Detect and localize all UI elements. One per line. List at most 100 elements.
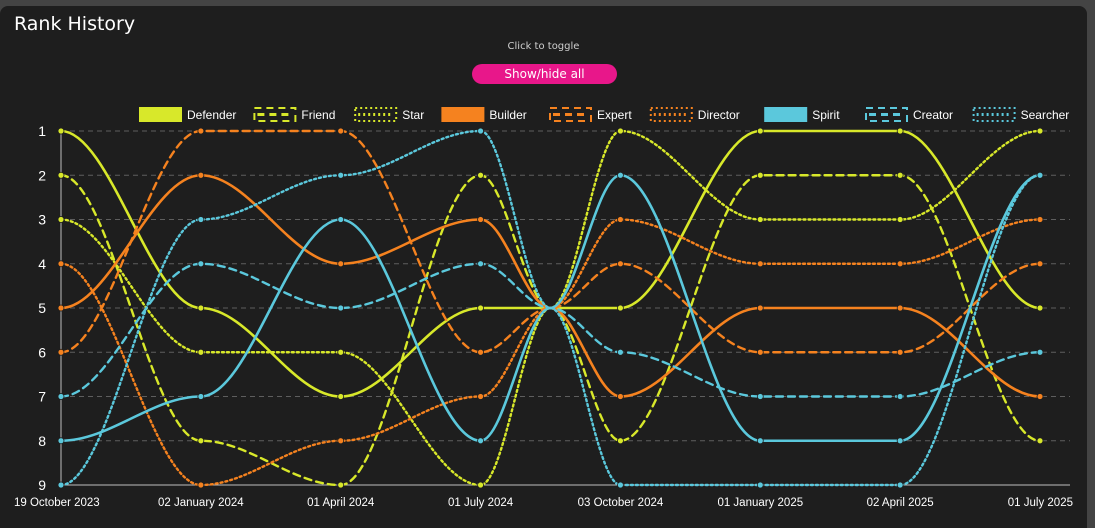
data-point-spirit[interactable] <box>896 437 904 445</box>
y-tick-label: 6 <box>38 344 46 360</box>
data-point-spirit[interactable] <box>477 437 484 445</box>
data-point-defender[interactable] <box>197 304 205 312</box>
data-point-expert[interactable] <box>337 127 345 135</box>
data-point-searcher[interactable] <box>617 481 624 489</box>
legend-label: Defender <box>187 108 236 122</box>
legend-swatch <box>139 107 182 122</box>
data-point-creator[interactable] <box>1036 348 1044 356</box>
data-point-builder[interactable] <box>896 304 904 312</box>
data-point-creator[interactable] <box>756 393 764 400</box>
data-point-expert[interactable] <box>617 260 624 268</box>
legend-item-builder[interactable]: Builder <box>441 107 527 122</box>
data-point-builder[interactable] <box>477 216 484 223</box>
y-tick-label: 5 <box>38 300 46 316</box>
data-point-friend[interactable] <box>337 481 345 489</box>
legend-swatch <box>253 107 297 122</box>
show-hide-all-button[interactable]: Show/hide all <box>472 64 617 84</box>
x-tick-label: 01 July 2025 <box>1008 497 1073 509</box>
data-point-spirit[interactable] <box>57 437 65 445</box>
data-point-defender[interactable] <box>756 127 764 135</box>
data-point-builder[interactable] <box>197 171 205 179</box>
data-point-builder[interactable] <box>57 304 65 312</box>
data-point-spirit[interactable] <box>337 216 345 223</box>
legend-item-friend[interactable]: Friend <box>253 107 335 122</box>
data-point-builder[interactable] <box>1036 393 1044 400</box>
data-point-star[interactable] <box>1036 127 1044 135</box>
data-point-defender[interactable] <box>617 304 624 312</box>
data-point-defender[interactable] <box>337 393 345 400</box>
data-point-creator[interactable] <box>337 304 345 312</box>
data-point-friend[interactable] <box>1036 437 1044 445</box>
series-line-creator[interactable] <box>59 262 1042 398</box>
data-point-spirit[interactable] <box>756 437 764 445</box>
data-point-director[interactable] <box>57 260 65 268</box>
data-point-creator[interactable] <box>477 260 484 268</box>
data-point-star[interactable] <box>197 348 205 356</box>
data-point-star[interactable] <box>896 216 904 223</box>
legend-item-expert[interactable]: Expert <box>549 107 632 122</box>
data-point-searcher[interactable] <box>197 216 205 223</box>
data-point-friend[interactable] <box>57 171 65 179</box>
legend-swatch <box>354 107 398 122</box>
data-point-star[interactable] <box>617 127 624 135</box>
data-point-defender[interactable] <box>57 127 65 135</box>
data-point-director[interactable] <box>197 481 205 489</box>
data-point-searcher[interactable] <box>337 171 345 179</box>
y-tick-label: 1 <box>38 123 46 139</box>
data-point-director[interactable] <box>617 216 624 223</box>
legend-item-searcher[interactable]: Searcher <box>972 107 1070 122</box>
data-point-friend[interactable] <box>477 171 484 179</box>
data-point-defender[interactable] <box>1036 304 1044 312</box>
series-lines <box>59 129 1042 487</box>
data-point-star[interactable] <box>57 216 65 223</box>
series-line-expert[interactable] <box>59 129 1042 354</box>
data-point-builder[interactable] <box>756 304 764 312</box>
data-point-defender[interactable] <box>477 304 484 312</box>
data-point-director[interactable] <box>1036 216 1044 223</box>
data-point-expert[interactable] <box>477 348 484 356</box>
data-point-creator[interactable] <box>896 393 904 400</box>
data-point-defender[interactable] <box>896 127 904 135</box>
data-point-star[interactable] <box>337 348 345 356</box>
data-point-friend[interactable] <box>197 437 205 445</box>
data-point-spirit[interactable] <box>197 393 205 400</box>
data-point-searcher[interactable] <box>57 481 65 489</box>
legend-item-director[interactable]: Director <box>649 107 740 122</box>
data-point-builder[interactable] <box>337 260 345 268</box>
data-point-spirit[interactable] <box>617 171 624 179</box>
data-point-expert[interactable] <box>1036 260 1044 268</box>
legend-label: Friend <box>301 108 335 122</box>
series-line-builder[interactable] <box>59 173 1042 398</box>
data-point-builder[interactable] <box>617 393 624 400</box>
y-tick-label: 7 <box>38 389 46 405</box>
data-point-director[interactable] <box>477 393 484 400</box>
series-line-friend[interactable] <box>59 174 1042 487</box>
data-point-star[interactable] <box>477 481 484 489</box>
data-point-searcher[interactable] <box>896 481 904 489</box>
series-line-spirit[interactable] <box>59 173 1042 443</box>
data-point-director[interactable] <box>756 260 764 268</box>
data-point-searcher[interactable] <box>1036 171 1044 179</box>
data-point-expert[interactable] <box>896 348 904 356</box>
x-tick-label: 03 October 2024 <box>578 497 664 509</box>
data-point-searcher[interactable] <box>477 127 484 135</box>
data-point-expert[interactable] <box>756 348 764 356</box>
legend[interactable]: Defender Friend Star Builder Expert Director S… <box>139 107 1070 122</box>
legend-item-creator[interactable]: Creator <box>865 107 953 122</box>
legend-item-star[interactable]: Star <box>354 107 424 122</box>
legend-item-defender[interactable]: Defender <box>139 107 236 122</box>
data-point-star[interactable] <box>756 216 764 223</box>
data-point-director[interactable] <box>896 260 904 268</box>
data-point-director[interactable] <box>337 437 345 445</box>
data-point-friend[interactable] <box>896 171 904 179</box>
data-point-creator[interactable] <box>197 260 205 268</box>
data-point-searcher[interactable] <box>756 481 764 489</box>
data-point-expert[interactable] <box>197 127 205 135</box>
data-point-creator[interactable] <box>617 348 624 356</box>
data-point-expert[interactable] <box>57 348 65 356</box>
legend-item-spirit[interactable]: Spirit <box>764 107 840 122</box>
data-point-creator[interactable] <box>57 393 65 400</box>
data-point-friend[interactable] <box>756 171 764 179</box>
data-point-friend[interactable] <box>617 437 624 445</box>
legend-swatch <box>972 107 1016 122</box>
